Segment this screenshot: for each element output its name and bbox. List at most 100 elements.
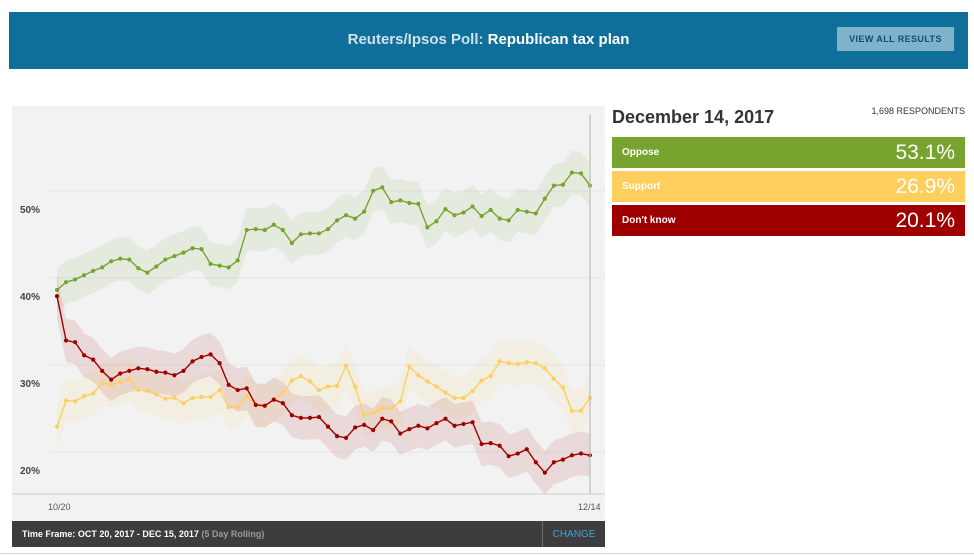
bottom-divider: [0, 553, 974, 554]
point-support-33: [353, 384, 358, 389]
point-oppose-6: [109, 259, 114, 264]
point-support-8: [127, 376, 132, 381]
point-don-t-know-52: [524, 447, 529, 452]
point-support-21: [244, 394, 249, 399]
point-don-t-know-27: [298, 415, 304, 420]
point-don-t-know-40: [416, 423, 421, 428]
point-don-t-know-8: [127, 368, 132, 374]
change-timeframe-button[interactable]: CHANGE: [542, 521, 605, 547]
view-all-results-button[interactable]: VIEW ALL RESULTS: [837, 27, 954, 51]
point-don-t-know-34: [362, 422, 367, 427]
timeframe-range: Time Frame: OCT 20, 2017 - DEC 15, 2017: [22, 529, 199, 539]
point-oppose-35: [371, 188, 376, 193]
point-support-30: [325, 384, 331, 389]
point-oppose-53: [533, 211, 538, 216]
point-oppose-52: [524, 209, 529, 214]
point-oppose-43: [443, 206, 448, 212]
point-don-t-know-47: [479, 441, 484, 447]
point-don-t-know-46: [470, 420, 475, 425]
point-don-t-know-58: [578, 451, 584, 456]
point-support-15: [190, 395, 195, 400]
point-oppose-17: [208, 261, 213, 266]
point-don-t-know-0: [54, 293, 60, 299]
result-label-dont-know: Don't know: [622, 215, 676, 226]
result-label-support: Support: [622, 181, 661, 192]
point-don-t-know-48: [488, 441, 493, 446]
point-don-t-know-22: [253, 402, 258, 407]
point-don-t-know-31: [334, 434, 340, 439]
point-don-t-know-39: [407, 427, 412, 432]
result-value-support: 26.9%: [895, 175, 955, 198]
point-oppose-55: [551, 183, 556, 188]
chart-panel: 20% 30% 40% 50% 10/20 12/14: [12, 106, 605, 521]
result-label-oppose: Oppose: [622, 147, 660, 158]
result-value-dont-know: 20.1%: [895, 209, 955, 232]
point-oppose-36: [380, 185, 385, 190]
point-support-2: [72, 399, 78, 404]
point-support-31: [334, 383, 340, 388]
point-don-t-know-33: [353, 425, 358, 430]
point-don-t-know-7: [118, 371, 123, 376]
point-don-t-know-30: [325, 424, 331, 429]
point-don-t-know-21: [244, 386, 249, 391]
point-support-16: [199, 394, 204, 400]
point-oppose-4: [91, 268, 96, 273]
point-oppose-19: [226, 265, 231, 270]
point-don-t-know-3: [82, 353, 87, 358]
point-oppose-26: [289, 240, 294, 246]
point-support-48: [488, 374, 493, 379]
point-don-t-know-26: [289, 413, 294, 418]
point-don-t-know-53: [533, 460, 538, 465]
point-oppose-11: [154, 264, 159, 269]
point-oppose-2: [72, 277, 78, 282]
respondents-count: 1,698 RESPONDENTS: [871, 106, 965, 116]
point-don-t-know-19: [226, 382, 231, 387]
point-don-t-know-38: [398, 431, 403, 436]
band-support: [57, 339, 590, 449]
point-support-49: [497, 359, 502, 364]
point-support-18: [217, 387, 222, 393]
point-oppose-18: [217, 263, 222, 268]
point-oppose-28: [307, 231, 313, 236]
band-don-t-know: [57, 274, 590, 495]
point-don-t-know-10: [145, 367, 150, 372]
point-support-51: [515, 361, 520, 367]
title-rest: Republican tax plan: [483, 31, 630, 48]
point-support-40: [416, 373, 421, 378]
point-support-12: [163, 396, 168, 401]
point-support-1: [63, 398, 69, 403]
point-support-11: [154, 392, 159, 397]
point-oppose-58: [578, 171, 584, 176]
result-row-support: Support 26.9%: [612, 171, 965, 202]
point-oppose-37: [389, 200, 394, 205]
point-support-27: [298, 374, 304, 379]
point-support-37: [389, 406, 394, 411]
y-tick-label-20: 20%: [20, 466, 40, 477]
point-oppose-9: [136, 266, 141, 271]
point-don-t-know-36: [380, 416, 385, 421]
point-oppose-34: [362, 209, 367, 214]
point-don-t-know-54: [542, 470, 547, 475]
point-don-t-know-1: [63, 338, 69, 343]
point-don-t-know-43: [443, 416, 448, 421]
point-oppose-47: [479, 213, 484, 219]
point-oppose-40: [416, 201, 421, 206]
point-support-28: [307, 379, 313, 384]
point-don-t-know-6: [109, 377, 114, 382]
point-oppose-29: [316, 231, 322, 236]
point-support-29: [316, 387, 322, 393]
point-oppose-46: [470, 204, 475, 209]
point-support-20: [235, 404, 240, 409]
point-support-44: [452, 395, 457, 400]
point-oppose-56: [560, 182, 565, 187]
point-don-t-know-4: [91, 357, 96, 362]
point-oppose-44: [452, 213, 457, 218]
point-don-t-know-12: [163, 370, 168, 375]
point-support-47: [479, 378, 484, 383]
point-support-42: [434, 384, 439, 389]
point-support-34: [362, 413, 367, 418]
point-support-17: [208, 394, 213, 400]
point-support-41: [425, 379, 430, 384]
x-tick-label-start: 10/20: [48, 502, 71, 512]
point-oppose-15: [190, 246, 195, 251]
